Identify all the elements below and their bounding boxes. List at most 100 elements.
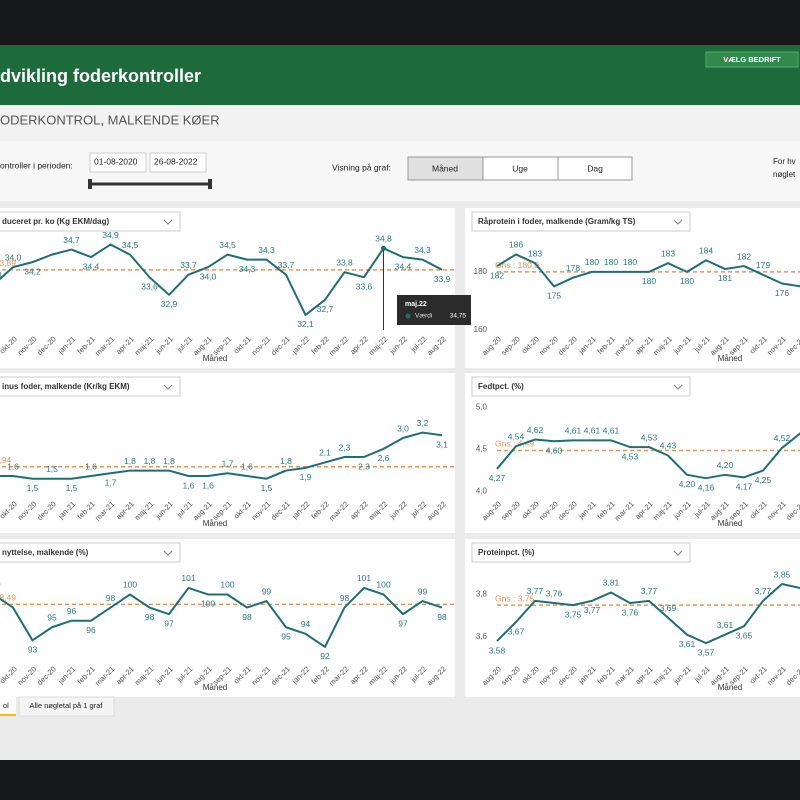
x-axis-label: Måned — [718, 354, 742, 363]
data-label: 34,0 — [200, 271, 217, 281]
data-label: 1,6 — [202, 480, 214, 490]
data-label: 1,5 — [261, 483, 273, 493]
data-label: 33,6 — [356, 281, 373, 291]
data-label: 3,57 — [698, 647, 715, 657]
data-label: 180 — [585, 257, 599, 267]
data-label: 33,8 — [336, 257, 353, 267]
tab-label[interactable]: ol — [3, 701, 9, 710]
data-label: 4,53 — [641, 432, 658, 442]
title-box — [471, 211, 691, 232]
data-label: 34,5 — [219, 240, 236, 250]
data-label: 2,1 — [319, 448, 331, 458]
data-label: 96 — [86, 625, 96, 635]
data-label: 98 — [340, 593, 350, 603]
data-label: 3,1 — [436, 440, 448, 450]
tooltip-swatch — [405, 313, 411, 319]
data-label: 95 — [281, 631, 291, 641]
data-line — [0, 431, 443, 480]
date-to[interactable]: 26-08-2022 — [154, 156, 198, 166]
y-tick-label: 160 — [474, 325, 488, 334]
tab[interactable] — [0, 697, 16, 716]
tooltip-label: Værdi — [415, 313, 432, 320]
dropdown-chevron — [163, 219, 173, 225]
tab-label[interactable]: Alle nøgletal på 1 graf — [30, 701, 104, 710]
view-option[interactable]: Uge — [512, 163, 528, 173]
data-label: 3,61 — [679, 639, 696, 649]
tab[interactable] — [18, 696, 115, 717]
data-label: 32,1 — [297, 319, 314, 329]
data-label: 3,77 — [584, 605, 601, 615]
hover-point — [381, 245, 386, 251]
date-from-box[interactable] — [89, 152, 147, 173]
data-label: 34,9 — [102, 230, 119, 240]
chart-title: inus foder, malkende (Kr/kg EKM) — [2, 382, 130, 391]
data-label: 3,65 — [736, 630, 753, 640]
data-label: 1,6 — [241, 461, 253, 471]
data-label: 180 — [623, 257, 637, 267]
data-label: 34,5 — [122, 240, 139, 250]
date-to-box[interactable] — [149, 152, 207, 173]
view-option[interactable]: Måned — [432, 163, 458, 173]
select-farm-label[interactable]: VÆLG BEDRIFT — [723, 55, 781, 64]
chart: duceret pr. ko (Kg EKM/dag) Gns.: 33,89 33… — [0, 211, 455, 363]
data-label: 100 — [123, 580, 137, 590]
chart-title: nyttelse, malkende (%) — [2, 548, 89, 557]
data-label: 1,8 — [144, 456, 156, 466]
subtitle: ODERKONTROL, MALKENDE KØER — [0, 112, 220, 127]
title-box — [471, 542, 691, 563]
y-tick-label: 180 — [474, 267, 488, 276]
tooltip-box — [397, 295, 471, 325]
view-option[interactable]: Dag — [587, 163, 603, 173]
data-label: 97 — [164, 618, 174, 628]
chart-title: Fedtpct. (%) — [478, 382, 524, 391]
y-tick-label: 4,0 — [476, 487, 488, 496]
panel — [0, 373, 455, 533]
data-label: 3,81 — [603, 578, 620, 588]
data-label: 1,9 — [300, 472, 312, 482]
data-label: 1,7 — [222, 459, 234, 469]
data-label: 3,77 — [641, 586, 658, 596]
slider-handle[interactable] — [208, 179, 212, 189]
side-note: nøglet — [773, 170, 796, 179]
dropdown-chevron — [673, 550, 683, 556]
data-label: 4,62 — [527, 425, 544, 435]
chart-title: duceret pr. ko (Kg EKM/dag) — [2, 217, 109, 226]
data-label: 1,5 — [46, 464, 58, 474]
data-label: 4,25 — [755, 475, 772, 485]
data-label: 4,53 — [622, 451, 639, 461]
select-farm-button[interactable] — [705, 51, 799, 68]
data-label: 34,8 — [375, 234, 392, 244]
average-label: Gns.: 1,94 — [0, 455, 11, 465]
header-bar — [0, 45, 800, 105]
data-label: 1,6 — [85, 461, 97, 471]
panel — [465, 373, 800, 533]
data-label: 4,16 — [698, 482, 715, 492]
data-label: 181 — [718, 273, 732, 283]
data-label: 101 — [181, 573, 195, 583]
data-line — [496, 583, 800, 645]
data-label: 4,20 — [717, 460, 734, 470]
date-from[interactable]: 01-08-2020 — [94, 156, 138, 166]
chart-title: Proteinpct. (%) — [478, 548, 535, 557]
data-label: 3,2 — [417, 418, 429, 428]
data-label: 4,52 — [774, 433, 791, 443]
side-note: For hv — [773, 157, 796, 166]
title-box — [0, 542, 181, 563]
data-label: 34,4 — [83, 261, 100, 271]
average-label: Gns.: 98,49 — [0, 593, 16, 603]
dropdown-chevron — [673, 384, 683, 390]
data-label: 33,9 — [434, 274, 451, 284]
data-label: 3,76 — [622, 607, 639, 617]
data-label: 4,20 — [679, 479, 696, 489]
data-label: 32,9 — [161, 299, 178, 309]
bezel-bottom — [0, 760, 800, 800]
slider-handle[interactable] — [88, 179, 92, 189]
data-label: 1,5 — [66, 483, 78, 493]
data-label: 175 — [547, 291, 561, 301]
tooltip: maj.22 Værdi 34,75 — [397, 295, 471, 325]
view-button[interactable] — [557, 156, 633, 181]
panel — [465, 208, 800, 368]
data-label: 176 — [775, 288, 789, 298]
